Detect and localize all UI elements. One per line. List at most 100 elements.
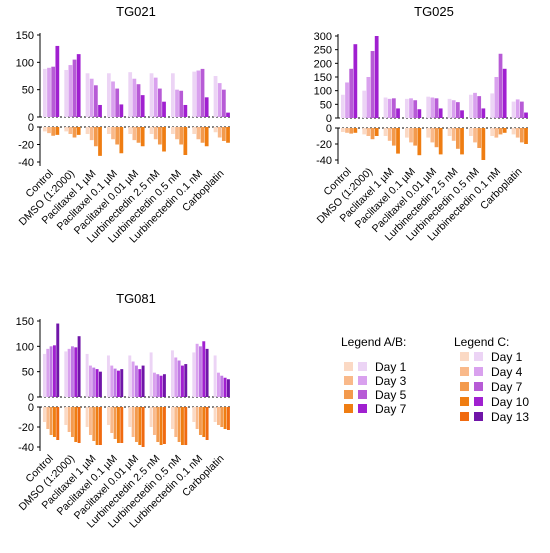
bar-purple (162, 101, 166, 117)
bar-orange (149, 407, 153, 427)
bar-orange (120, 407, 124, 443)
bar-orange (162, 407, 166, 444)
bar-orange (42, 407, 46, 422)
bar-purple (149, 352, 153, 397)
chart-title: TG025 (414, 4, 454, 19)
bar-purple (366, 77, 371, 118)
bar-purple (159, 375, 163, 397)
y-tick-label-bottom: -40 (18, 157, 34, 169)
bar-purple (175, 89, 179, 117)
bar-purple (221, 89, 226, 117)
legend-label: Day 1 (491, 350, 523, 364)
bar-purple (404, 98, 409, 118)
bar-orange (366, 128, 371, 136)
bar-purple (70, 346, 74, 397)
bar-orange (113, 407, 117, 439)
bar-orange (170, 127, 175, 134)
bar-purple (113, 368, 117, 397)
bar-orange (149, 127, 154, 134)
bar-orange (106, 127, 111, 134)
bar-orange (42, 127, 47, 132)
bar-orange (74, 407, 78, 442)
bar-orange (205, 407, 209, 440)
bar-purple (220, 375, 224, 397)
bar-orange (434, 128, 439, 148)
y-tick-label-top: 0 (28, 392, 34, 404)
bar-orange (136, 127, 141, 143)
bar-orange (134, 407, 138, 442)
bar-orange (119, 127, 124, 154)
y-tick-label-top: 100 (16, 341, 34, 353)
legend-swatch-orange (344, 362, 353, 371)
bar-orange (192, 127, 197, 134)
bar-purple (353, 44, 358, 119)
bar-orange (204, 127, 209, 147)
bar-orange (413, 128, 418, 146)
bar-orange (177, 407, 181, 442)
chart-tg025: TG0253002502001501005000-20-40ControlDMS… (314, 4, 530, 243)
y-tick-label-top: 300 (314, 31, 332, 43)
bar-orange (184, 407, 188, 445)
bar-purple (374, 36, 379, 118)
bar-orange (455, 128, 460, 149)
bar-orange (498, 128, 503, 135)
legend-swatch-orange (460, 397, 469, 406)
bar-purple (477, 96, 482, 118)
legend-swatch-purple (474, 367, 483, 376)
bar-orange (52, 407, 56, 437)
bar-orange (473, 128, 477, 143)
bar-purple (226, 112, 230, 117)
bar-orange (153, 127, 158, 140)
bar-purple (481, 108, 486, 118)
bar-orange (110, 407, 114, 433)
bar-purple (179, 90, 184, 117)
bar-purple (170, 73, 175, 117)
bar-purple (340, 94, 345, 118)
bar-purple (128, 72, 133, 117)
bar-purple (136, 84, 141, 117)
legend-label: Day 3 (375, 374, 407, 388)
legend-title: Legend A/B: (341, 335, 406, 349)
bar-orange (162, 127, 166, 152)
bar-orange (179, 127, 184, 145)
bar-purple (85, 353, 89, 397)
bar-purple (180, 365, 184, 397)
legend-swatch-purple (474, 382, 483, 391)
bar-purple (383, 97, 388, 118)
bar-purple (119, 104, 124, 117)
legend-swatch-purple (474, 352, 483, 361)
bar-purple (141, 365, 145, 397)
bar-purple (156, 374, 160, 397)
bar-orange (198, 407, 202, 435)
bar-purple (132, 78, 137, 117)
legend-swatch-orange (460, 367, 469, 376)
bar-purple (413, 100, 418, 118)
bar-orange (213, 407, 217, 422)
legend-label: Day 7 (375, 402, 407, 416)
bar-orange (409, 128, 413, 143)
bar-orange (55, 127, 60, 135)
bar-purple (153, 77, 158, 117)
bar-orange (226, 127, 230, 143)
bar-purple (85, 73, 90, 117)
bar-purple (134, 365, 138, 397)
bar-purple (52, 345, 56, 397)
bar-orange (460, 128, 464, 155)
bar-orange (374, 128, 379, 136)
bar-purple (42, 353, 46, 397)
bar-orange (451, 128, 456, 141)
bar-orange (220, 407, 224, 427)
legend-swatch-orange (460, 382, 469, 391)
bar-purple (177, 360, 181, 397)
bar-purple (106, 355, 110, 397)
bar-purple (46, 348, 50, 397)
bar-purple (204, 97, 209, 117)
bar-purple (183, 104, 188, 117)
y-tick-label-top: 150 (314, 72, 332, 84)
y-tick-label-top: 100 (314, 86, 332, 98)
bar-purple (67, 348, 71, 397)
legend-label: Day 5 (375, 388, 407, 402)
